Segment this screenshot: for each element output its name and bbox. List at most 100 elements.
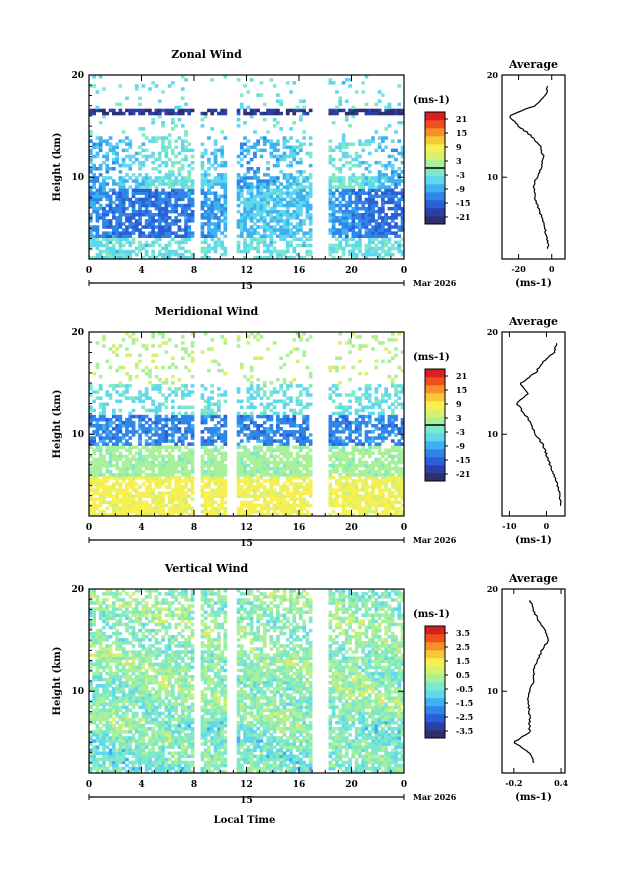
heatmap-cell [371, 231, 375, 235]
heatmap-cell [289, 160, 293, 165]
heatmap-cell [239, 420, 244, 425]
heatmap-cell [213, 424, 218, 428]
heatmap-cell [125, 430, 129, 434]
heatmap-cell [249, 78, 254, 82]
heatmap-cell [174, 249, 178, 254]
heatmap-cell [272, 228, 277, 232]
heatmap-cell [151, 466, 155, 471]
heatmap-cell [161, 436, 165, 440]
heatmap-cell [220, 466, 224, 471]
heatmap-cell [236, 222, 241, 226]
heatmap-cell [95, 108, 100, 113]
heatmap-cell [262, 234, 267, 238]
heatmap-cell [220, 436, 224, 440]
heatmap-cell [115, 460, 119, 465]
heatmap-cell [171, 476, 175, 480]
heatmap-cell [341, 365, 346, 370]
heatmap-cell [115, 191, 119, 195]
heatmap-cell [239, 151, 244, 156]
heatmap-cell [200, 417, 205, 422]
heatmap-cell [144, 390, 149, 394]
heatmap-cell [354, 497, 359, 502]
heatmap-cell [249, 213, 254, 217]
heatmap-cell [223, 491, 228, 495]
heatmap-cell [118, 427, 123, 431]
heatmap-cell [171, 237, 175, 241]
heatmap-cell [328, 197, 333, 202]
heatmap-cell [223, 197, 228, 202]
heatmap-cell [371, 139, 375, 143]
heatmap-cell [128, 185, 133, 189]
heatmap-cell [344, 200, 349, 205]
heatmap-cell [367, 439, 372, 443]
heatmap-cell [266, 200, 270, 205]
heatmap-cell [184, 231, 188, 235]
heatmap-cell [253, 206, 257, 211]
heatmap-cell [266, 430, 270, 434]
heatmap-cell [203, 470, 208, 474]
heatmap-cell [351, 448, 356, 452]
heatmap-cell [282, 448, 287, 452]
heatmap-cell [335, 405, 339, 410]
heatmap-cell [180, 179, 185, 183]
heatmap-cell [253, 335, 257, 339]
heatmap-cell [348, 111, 352, 116]
heatmap-cell [223, 203, 228, 208]
heatmap-cell [177, 436, 182, 440]
heatmap-cell [249, 451, 254, 456]
heatmap-cell [282, 503, 287, 508]
heatmap-cell [371, 246, 375, 251]
heatmap-cell [98, 473, 103, 477]
heatmap-cell [115, 240, 119, 245]
heatmap-cell [128, 414, 133, 419]
heatmap-cell [131, 506, 136, 511]
heatmap-cell [354, 200, 359, 205]
heatmap-cell [249, 108, 254, 113]
heatmap-cell [262, 473, 267, 477]
heatmap-cell [184, 145, 188, 149]
heatmap-cell [167, 179, 172, 183]
heatmap-cell [207, 470, 211, 474]
heatmap-cell [292, 179, 297, 183]
heatmap-cell [367, 485, 372, 489]
heatmap-cell [299, 470, 303, 474]
heatmap-cell [292, 151, 297, 156]
heatmap-cell [177, 194, 182, 199]
heatmap-cell [384, 234, 388, 238]
heatmap-cell [213, 439, 218, 443]
heatmap-cell [92, 430, 96, 434]
heatmap-cell [157, 442, 162, 446]
heatmap-cell [164, 466, 169, 471]
heatmap-cell [102, 509, 106, 514]
heatmap-cell [374, 185, 379, 189]
heatmap-cell [295, 176, 300, 180]
heatmap-cell [138, 460, 142, 465]
heatmap-cell [269, 78, 274, 82]
heatmap-cell [213, 197, 218, 202]
heatmap-cell [249, 182, 254, 186]
heatmap-cell [285, 451, 290, 456]
heatmap-cell [374, 424, 379, 428]
heatmap-cell [364, 191, 369, 195]
heatmap-cell [98, 491, 103, 495]
heatmap-cell [157, 222, 162, 226]
heatmap-cell [279, 365, 283, 370]
heatmap-cell [220, 219, 224, 223]
heatmap-cell [299, 390, 303, 394]
heatmap-cell [266, 417, 270, 422]
heatmap-cell [134, 185, 139, 189]
heatmap-cell [308, 479, 313, 483]
heatmap-cell [285, 454, 290, 459]
heatmap-cell [115, 448, 119, 452]
heatmap-cell [269, 506, 274, 511]
heatmap-cell [305, 237, 310, 241]
heatmap-cell [89, 439, 93, 443]
heatmap-cell [134, 503, 139, 508]
heatmap-cell [371, 470, 375, 474]
heatmap-cell [180, 157, 185, 162]
heatmap-cell [184, 503, 188, 508]
heatmap-cell [239, 488, 244, 492]
heatmap-cell [364, 387, 369, 391]
heatmap-cell [92, 424, 96, 428]
heatmap-cell [177, 430, 182, 434]
